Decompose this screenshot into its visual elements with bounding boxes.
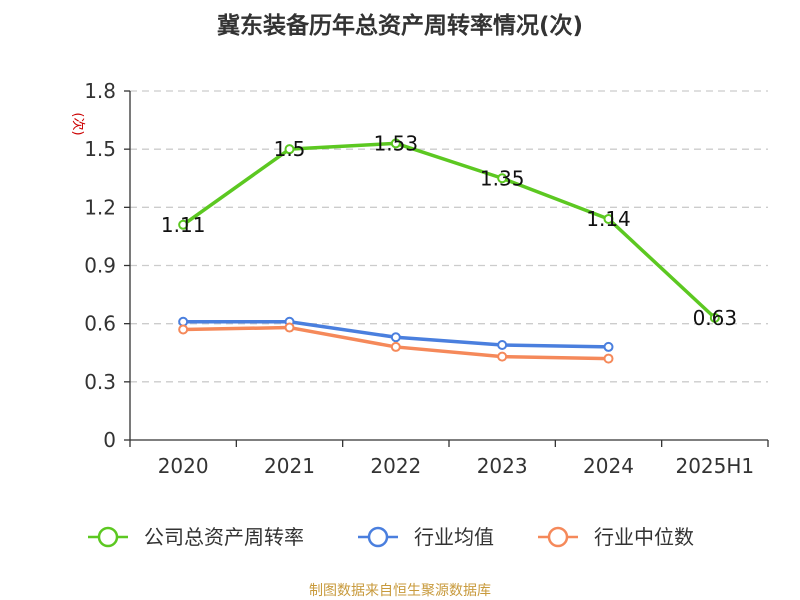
data-point [603,341,614,352]
data-point [178,219,189,230]
x-tick-label: 2023 [477,454,528,478]
x-tick-label: 2024 [583,454,634,478]
y-axis-label: (次) [70,112,86,135]
y-tick-label: 0.3 [84,370,116,394]
data-label: 1.11 [161,213,206,237]
data-point [497,339,508,350]
x-tick-label: 2021 [264,454,315,478]
y-tick-label: 0 [103,428,116,452]
chart-title: 冀东装备历年总资产周转率情况(次) [217,12,583,39]
legend-label: 行业中位数 [594,525,694,549]
data-label: 1.53 [374,131,419,155]
legend-label: 行业均值 [414,525,494,549]
data-label: 0.63 [693,306,738,330]
y-tick-label: 0.6 [84,312,116,336]
data-point [390,341,401,352]
legend-marker [97,526,119,548]
series-lines [178,138,720,364]
data-point [603,353,614,364]
y-tick-label: 1.8 [84,79,116,103]
x-tick-label: 2022 [370,454,421,478]
data-labels: 1.11 1.5 1.53 1.35 1.14 0.63 [161,131,737,330]
data-point [709,312,720,323]
data-label: 1.14 [586,207,631,231]
source-note: 制图数据来自恒生聚源数据库 [309,583,491,599]
grid-lines [130,90,768,383]
series-line-0 [182,141,717,320]
axes: 0 0.3 0.6 0.9 1.2 1.5 1.8 2020 2021 2022 2023 2024 2… [84,79,769,478]
y-tick-label: 1.5 [84,137,116,161]
data-point [497,351,508,362]
data-point [390,138,401,149]
x-tick-label: 2020 [158,454,209,478]
data-label: 1.5 [274,137,306,161]
y-tick-label: 1.2 [84,195,116,219]
legend: 公司总资产周转率 行业均值 行业中位数 [88,525,694,549]
y-tick-label: 0.9 [84,254,116,278]
data-point [284,144,295,155]
data-point [603,213,614,224]
data-point [497,173,508,184]
data-point [390,332,401,343]
legend-marker [547,526,569,548]
data-point [284,322,295,333]
data-label: 1.35 [480,166,525,190]
legend-label: 公司总资产周转率 [144,525,304,549]
x-tick-label: 2025H1 [675,454,754,478]
legend-marker [367,526,389,548]
data-point [178,324,189,335]
